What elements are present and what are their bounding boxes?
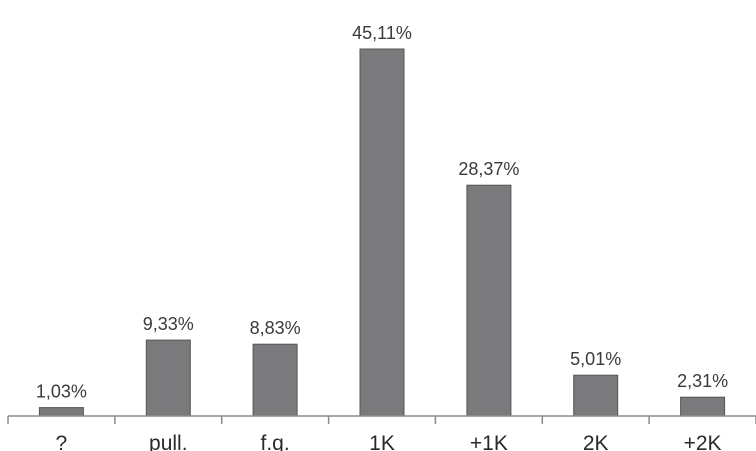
data-label-4: 28,37% [458,159,519,179]
data-label-6: 2,31% [677,371,728,391]
tick-label-4: +1K [470,432,508,451]
tick-label-0: ? [56,432,68,451]
tick-label-3: 1K [369,432,395,451]
data-label-5: 5,01% [570,349,621,369]
bars-group [38,48,726,417]
bar-2 [252,343,298,417]
data-label-2: 8,83% [250,318,301,338]
tick-label-5: 2K [583,432,609,451]
bar-5 [573,374,619,417]
data-label-1: 9,33% [143,314,194,334]
x-axis-ticks-group [7,416,756,424]
bar-0 [38,407,84,417]
tick-label-1: pull. [149,432,188,451]
tick-label-2: f.q. [261,432,290,451]
x-axis-tick-labels-group: ? pull. f.q. 1K +1K 2K +2K [56,432,722,451]
data-label-0: 1,03% [36,382,87,402]
data-labels-group: 1,03% 9,33% 8,83% 45,11% 28,37% 5,01% 2,31% [36,23,728,402]
bar-4 [466,184,512,417]
data-label-3: 45,11% [352,23,412,43]
bar-3 [359,48,405,417]
bar-6 [680,396,726,417]
bar-1 [145,339,191,417]
tick-label-6: +2K [684,432,722,451]
